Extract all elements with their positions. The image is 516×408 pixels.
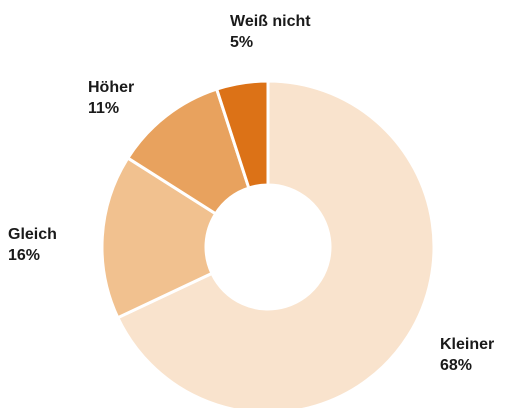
slice-value: 68% [440, 357, 472, 374]
slice-value: 11% [88, 100, 119, 117]
slice [100, 155, 218, 320]
slice-label: Höher [88, 79, 134, 96]
slice-label: Weiß nicht [230, 13, 311, 30]
slice-value: 16% [8, 247, 40, 264]
slice-label: Kleiner [440, 336, 494, 353]
slice-label: Gleich [8, 226, 57, 243]
slice [115, 79, 436, 408]
slice-value: 5% [230, 34, 253, 51]
slice [214, 79, 270, 190]
